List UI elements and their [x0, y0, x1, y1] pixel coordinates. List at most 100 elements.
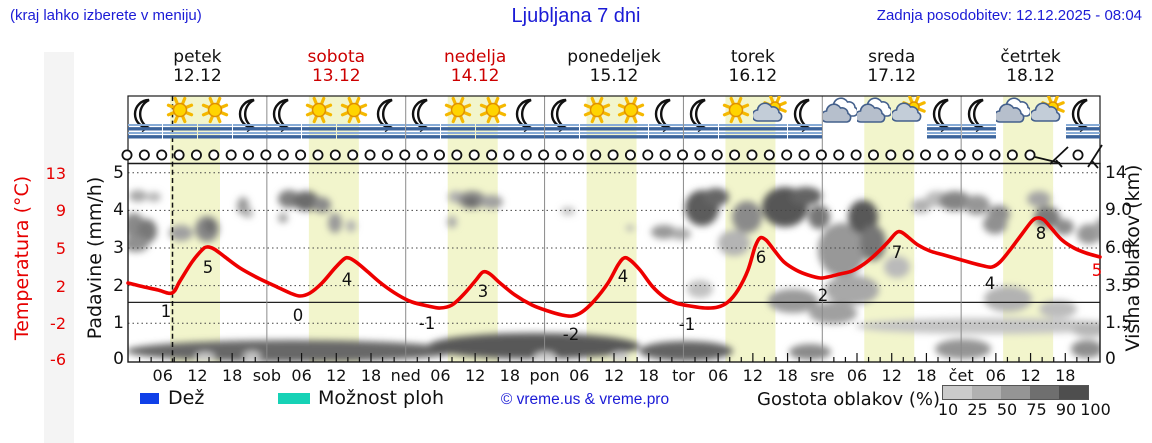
day-header-name: sobota [307, 47, 366, 67]
weather-icon-sun-fog [440, 96, 475, 140]
density-scale-value: 25 [967, 400, 988, 419]
density-scale-value: 75 [1026, 400, 1047, 419]
x-hour-label: 12 [326, 366, 347, 385]
cloud-density-legend-label: Gostota oblakov (%) [757, 389, 941, 410]
weather-icon-moon-fog [544, 96, 579, 140]
x-hour-label: 06 [846, 366, 868, 385]
location-menu-note: (kraj lahko izberete v meniju) [10, 7, 202, 24]
temperature-tick: 9 [55, 201, 66, 221]
density-scale-segment [1001, 386, 1030, 399]
weather-icon-moon-fog [510, 96, 545, 140]
day-header-date: 17.12 [867, 66, 917, 86]
temperature-value-label: 8 [1035, 224, 1047, 243]
temperature-value-label: 2 [817, 286, 829, 305]
temperature-tick: 2 [55, 276, 66, 296]
weather-icon-sun-fog [475, 96, 510, 140]
weather-icon-suncloud [892, 96, 926, 140]
density-scale-value: 90 [1055, 400, 1077, 419]
precip-tick: 3 [113, 238, 124, 258]
x-hour-label: 12 [603, 366, 625, 385]
temperature-value-label: 0 [292, 306, 304, 325]
precip-tick: 0 [113, 348, 124, 369]
precip-tick: 2 [113, 275, 124, 296]
weather-icon-moon-fog [128, 96, 163, 140]
weather-icon-moon-fog [406, 96, 441, 140]
horizontal-gridlines [128, 172, 1100, 324]
precip-tick: 5 [113, 162, 124, 183]
weather-icon-cloud [996, 96, 1031, 140]
weather-icon-moon-fog [961, 96, 996, 140]
weather-icon-sun-fog [336, 96, 371, 140]
temperature-tick: 5 [55, 239, 66, 258]
x-hour-label: 18 [638, 366, 659, 385]
density-scale-value: 10 [937, 400, 959, 419]
weather-icon-sun-fog [163, 96, 198, 140]
rain-legend-label: Dež [168, 387, 205, 409]
day-header-date: 15.12 [589, 66, 639, 86]
weather-icon-moon-fog [787, 96, 822, 140]
x-hour-label: 06 [430, 366, 451, 385]
weather-icon-moon-fog [683, 96, 718, 140]
x-hour-label: 12 [187, 366, 208, 385]
last-update-label: Zadnja posodobitev: 12.12.2025 - 08:04 [876, 7, 1142, 24]
x-hour-label: 12 [881, 366, 902, 385]
weather-icon-sun-fog [614, 96, 649, 140]
x-day-abbrev: čet [948, 366, 974, 385]
precip-tick: 1 [113, 313, 124, 334]
weather-icon-sun-fog [197, 96, 232, 140]
x-axis-ticks [138, 353, 1090, 362]
day-header-name: nedelja [443, 47, 507, 67]
temperature-value-label: -2 [562, 325, 580, 344]
temperature-value-label: 7 [891, 243, 903, 262]
x-hour-label: 18 [360, 366, 382, 385]
x-hour-label: 18 [916, 366, 937, 385]
page-title: Ljubljana 7 dni [511, 5, 641, 27]
temperature-value-label: 3 [477, 282, 489, 301]
day-header-date: 14.12 [450, 66, 500, 86]
cloud-height-tick: 1.5 [1105, 313, 1133, 334]
x-hour-label: 06 [152, 366, 173, 385]
x-hour-label: 12 [1020, 366, 1041, 385]
x-hour-label: 06 [569, 366, 590, 385]
showers-swatch [278, 393, 310, 404]
cloud-height-tick: 9.0 [1105, 200, 1133, 221]
x-hour-label: 18 [1055, 366, 1076, 385]
day-separator-lines [266, 96, 962, 362]
x-hour-label: 12 [742, 366, 764, 385]
x-day-abbrev: tor [672, 366, 695, 385]
day-header-name: četrtek [1000, 47, 1061, 67]
weather-icon-suncloud-fog [753, 96, 788, 140]
day-header-date: 16.12 [728, 66, 778, 86]
copyright-link[interactable]: © vreme.us & vreme.pro [500, 391, 670, 408]
x-hour-label: 18 [499, 366, 521, 385]
weather-icon-sun-fog [718, 96, 753, 140]
temperature-value-label: 5 [202, 258, 214, 277]
x-hour-label: 06 [707, 366, 729, 385]
rain-swatch [140, 393, 159, 404]
x-hour-label: 06 [985, 366, 1007, 385]
density-scale-segment [1030, 386, 1059, 399]
day-header-name: ponedeljek [567, 47, 661, 67]
weather-icon-cloud [822, 96, 857, 140]
cloud-density-field [128, 187, 1100, 362]
day-header-date: 18.12 [1006, 66, 1055, 86]
showers-legend-label: Možnost ploh [318, 387, 445, 409]
weather-icon-moon-fog [926, 96, 961, 140]
density-scale-segment [1059, 386, 1088, 399]
x-hour-label: 18 [777, 366, 798, 385]
temperature-value-label: 4 [984, 274, 996, 293]
density-scale-segment [972, 386, 1001, 399]
x-day-abbrev: ned [390, 366, 421, 385]
x-hour-label: 06 [291, 366, 312, 385]
cloud-height-tick: 0 [1105, 348, 1116, 369]
x-day-abbrev: sob [252, 366, 281, 385]
x-day-abbrev: pon [529, 366, 560, 385]
weather-icon-cloud [857, 96, 892, 140]
weather-icon-moon-fog [267, 96, 302, 140]
density-scale-value: 100 [1080, 400, 1111, 419]
precip-tick: 4 [113, 200, 124, 221]
x-hour-label: 12 [464, 366, 486, 385]
temperature-value-label: -1 [678, 315, 696, 334]
